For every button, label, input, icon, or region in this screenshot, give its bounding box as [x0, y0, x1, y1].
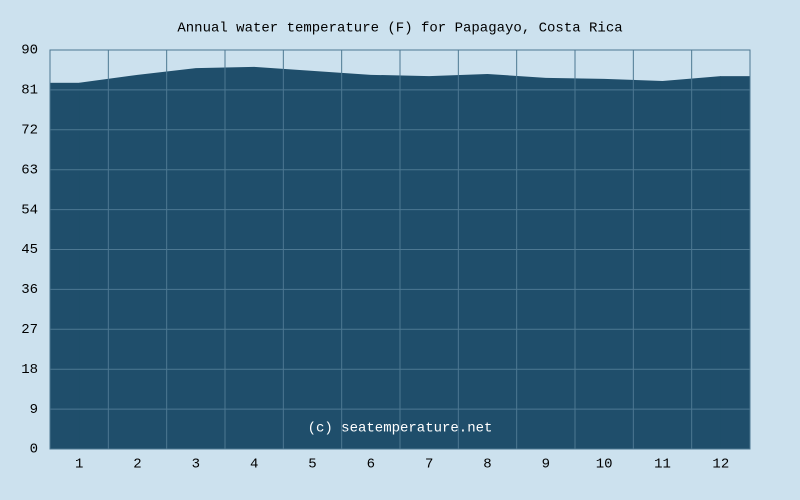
y-tick-label: 36 — [21, 282, 38, 298]
x-tick-label: 5 — [308, 457, 316, 473]
chart-title: Annual water temperature (F) for Papagay… — [177, 21, 622, 37]
x-tick-label: 11 — [654, 457, 671, 473]
area-edge — [720, 76, 750, 449]
x-tick-label: 2 — [133, 457, 141, 473]
x-tick-label: 4 — [250, 457, 258, 473]
y-tick-label: 81 — [21, 83, 38, 99]
x-tick-label: 12 — [712, 457, 729, 473]
y-tick-label: 54 — [21, 202, 38, 218]
annotation: (c) seatemperature.net — [308, 421, 493, 437]
x-tick-label: 6 — [367, 457, 375, 473]
y-tick-label: 9 — [30, 402, 38, 418]
y-tick-label: 18 — [21, 362, 38, 378]
area-edge — [50, 82, 80, 449]
x-tick-label: 1 — [75, 457, 83, 473]
y-tick-label: 90 — [21, 43, 38, 59]
x-tick-label: 10 — [596, 457, 613, 473]
x-tick-label: 9 — [542, 457, 550, 473]
x-tick-label: 7 — [425, 457, 433, 473]
y-tick-label: 45 — [21, 242, 38, 258]
plot-border — [49, 49, 751, 450]
y-tick-label: 0 — [30, 442, 38, 458]
y-tick-label: 72 — [21, 123, 38, 139]
y-tick-label: 27 — [21, 322, 38, 338]
x-tick-label: 3 — [192, 457, 200, 473]
y-tick-label: 63 — [21, 162, 38, 178]
x-tick-label: 8 — [483, 457, 491, 473]
